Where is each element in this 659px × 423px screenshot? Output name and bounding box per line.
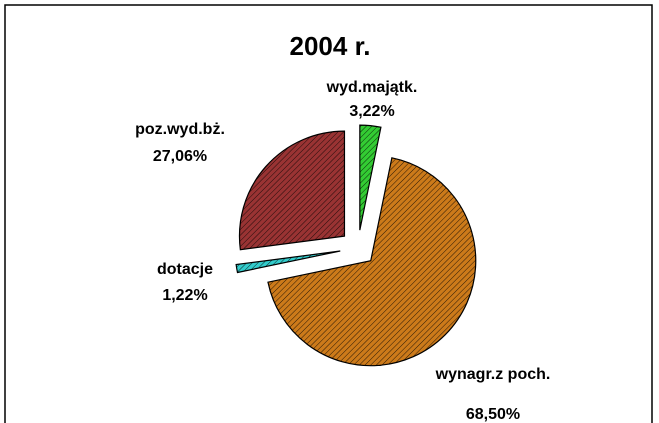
slice-value-label: 68,50% (466, 406, 520, 423)
slice-value-label: 27,06% (153, 148, 207, 165)
pie-slice (238, 130, 346, 251)
pie-slice (359, 124, 382, 231)
slice-value-label: 1,22% (162, 287, 207, 304)
slice-label: dotacje (157, 261, 213, 278)
slice-label: poz.wyd.bż. (135, 121, 225, 138)
pie-slice (267, 157, 477, 367)
slice-value-label: 3,22% (349, 103, 394, 120)
chart-title: 2004 r. (290, 31, 371, 61)
slice-label: wynagr.z poch. (435, 366, 551, 383)
slice-label: wyd.majątk. (326, 79, 418, 96)
pie-slice (235, 250, 341, 274)
